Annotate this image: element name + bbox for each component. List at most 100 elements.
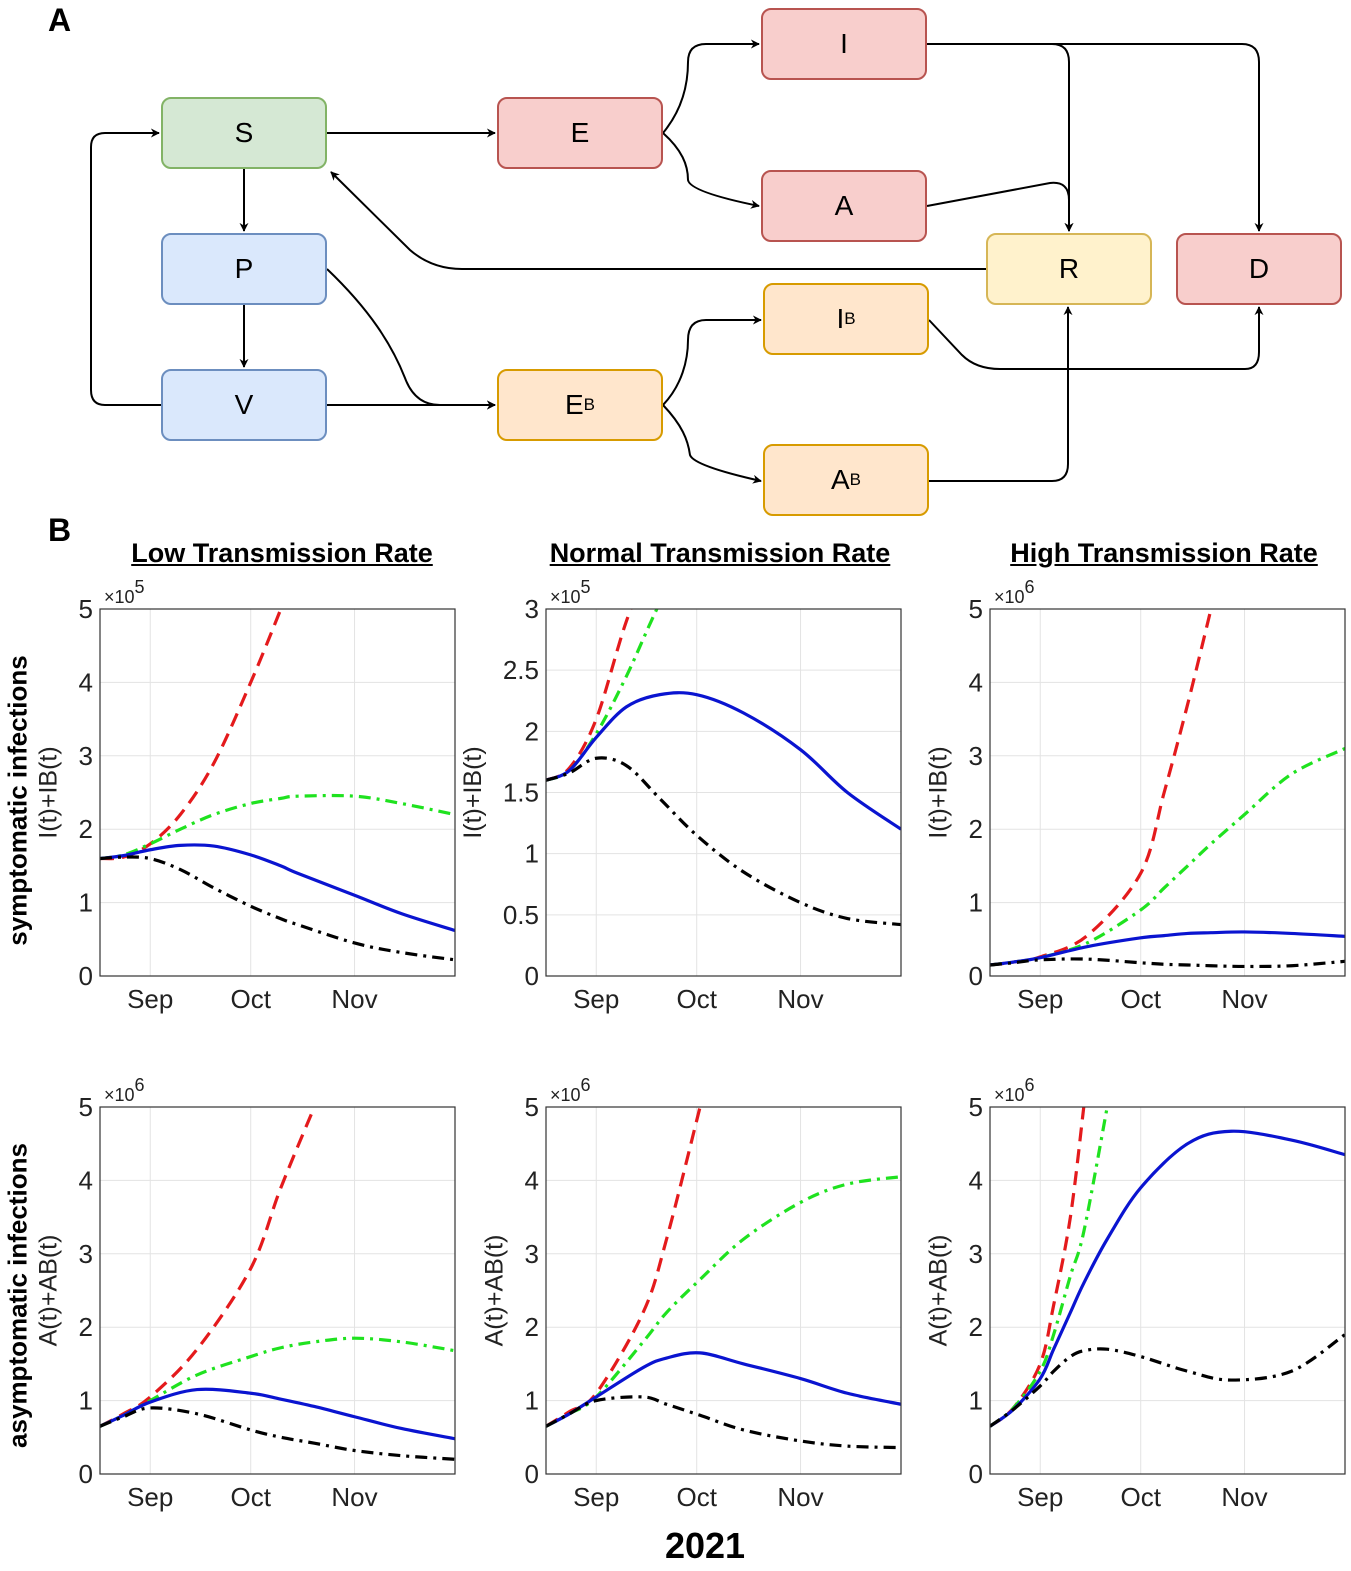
flow-E-I [662, 39, 760, 134]
compartment-label: S [234, 117, 254, 148]
y-exponent-label: ×105 [550, 577, 591, 607]
y-tick-label: 1 [79, 1386, 93, 1416]
y-tick-label: 3 [969, 741, 983, 771]
compartment-subscript: B [844, 309, 856, 328]
y-tick-label: 3 [525, 1239, 539, 1269]
y-tick-label: 1 [969, 888, 983, 918]
x-tick-label: Sep [573, 1482, 619, 1512]
compartment-D: D [1176, 233, 1342, 305]
series-line-1 [990, 747, 1345, 967]
series-line-2 [546, 1351, 901, 1428]
x-tick-label: Nov [777, 1482, 823, 1512]
flow-IB-D [928, 306, 1264, 370]
y-exponent-label: ×106 [994, 1075, 1035, 1105]
series-line-2 [990, 930, 1345, 967]
y-tick-label: 0 [969, 1459, 983, 1489]
y-tick-label: 5 [79, 594, 93, 624]
y-axis-label: A(t)+AB(t) [481, 1235, 509, 1347]
y-tick-label: 1.5 [503, 778, 539, 808]
series-line-1 [546, 609, 659, 782]
panel-label-a: A [48, 2, 72, 38]
compartment-label: P [234, 253, 254, 284]
flow-V-S [90, 128, 161, 406]
y-tick-label: 4 [79, 1165, 93, 1195]
chart-5: 0 1 2 3 4 5 Sep Oct Nov ×106 A(t)+AB(t) [925, 1075, 1346, 1512]
y-tick-label: 2 [79, 1312, 93, 1342]
series-line-3 [546, 1395, 901, 1450]
y-tick-label: 0.5 [503, 900, 539, 930]
column-title-high: High Transmission Rate [1010, 538, 1318, 568]
compartment-label: E [564, 389, 584, 420]
column-title-normal: Normal Transmission Rate [549, 538, 891, 568]
flow-A-R [926, 181, 1074, 232]
compartment-subscript: B [849, 470, 862, 489]
y-tick-label: 2 [969, 814, 983, 844]
series-line-2 [100, 1387, 455, 1441]
series-line-0 [546, 609, 633, 782]
y-tick-label: 4 [79, 667, 93, 697]
flow-AB-R [929, 306, 1073, 482]
y-tick-label: 2.5 [503, 655, 539, 685]
series-line-0 [546, 1107, 702, 1428]
compartment-R: R [986, 233, 1152, 305]
y-tick-label: 0 [79, 961, 93, 991]
y-exponent-label: ×106 [104, 1075, 145, 1105]
series-line-3 [990, 1333, 1345, 1428]
y-tick-label: 1 [525, 1386, 539, 1416]
y-tick-label: 3 [525, 594, 539, 624]
x-tick-label: Nov [1221, 1482, 1267, 1512]
panel-label-b: B [48, 512, 72, 548]
y-exponent-label: ×106 [994, 577, 1035, 607]
x-tick-label: Nov [1221, 984, 1267, 1014]
compartment-E: E [497, 97, 663, 169]
y-axis-label: A(t)+AB(t) [35, 1235, 63, 1347]
series-line-2 [990, 1129, 1345, 1428]
plot-area [990, 609, 1345, 976]
y-axis-label: A(t)+AB(t) [925, 1235, 953, 1347]
y-exponent-label: ×105 [104, 577, 145, 607]
series-line-3 [546, 756, 901, 927]
compartment-label: A [834, 190, 854, 221]
y-exponent-label: ×106 [550, 1075, 591, 1105]
x-tick-label: Nov [777, 984, 823, 1014]
x-tick-label: Sep [573, 984, 619, 1014]
y-tick-label: 1 [79, 888, 93, 918]
y-tick-label: 4 [969, 667, 983, 697]
flow-E-A [662, 132, 760, 209]
y-tick-label: 5 [969, 1092, 983, 1122]
y-tick-label: 3 [79, 1239, 93, 1269]
compartment-V: V [161, 369, 327, 441]
x-axis-year: 2021 [664, 1525, 746, 1566]
compartment-S: S [161, 97, 327, 169]
y-tick-label: 2 [525, 716, 539, 746]
x-tick-label: Sep [127, 1482, 173, 1512]
plot-area [546, 1107, 901, 1474]
y-tick-label: 2 [969, 1312, 983, 1342]
chart-2: 0 1 2 3 4 5 Sep Oct Nov ×106 I(t)+IB(t) [925, 577, 1346, 1014]
y-axis-label: I(t)+IB(t) [925, 746, 953, 838]
flow-P-EB [326, 268, 496, 410]
y-axis-label: I(t)+IB(t) [35, 746, 63, 838]
compartment-label: I [836, 303, 845, 334]
x-tick-label: Oct [230, 984, 271, 1014]
compartment-label: V [234, 389, 254, 420]
x-tick-label: Nov [331, 1482, 377, 1512]
y-tick-label: 5 [525, 1092, 539, 1122]
y-tick-label: 0 [969, 961, 983, 991]
chart-4: 0 1 2 3 4 5 Sep Oct Nov ×106 A(t)+AB(t) [481, 1075, 902, 1512]
y-axis-label: I(t)+IB(t) [459, 746, 487, 838]
compartment-I: I [761, 8, 927, 80]
series-line-2 [100, 843, 455, 933]
axes-box [989, 1106, 1346, 1475]
y-tick-label: 3 [969, 1239, 983, 1269]
x-tick-label: Sep [1017, 1482, 1063, 1512]
series-line-1 [546, 1175, 901, 1428]
axes-box [99, 1106, 456, 1475]
compartment-label: I [840, 28, 848, 59]
y-tick-label: 4 [969, 1165, 983, 1195]
